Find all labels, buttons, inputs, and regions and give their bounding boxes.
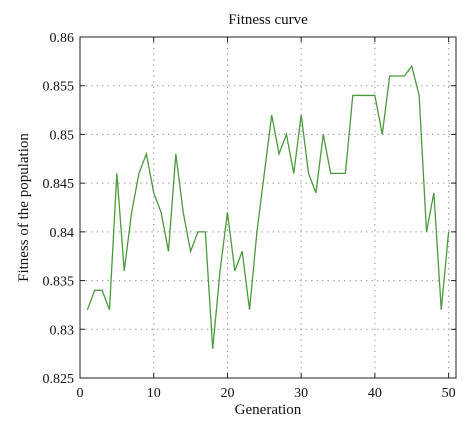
x-tick-label: 30: [294, 386, 308, 401]
y-tick-label: 0.855: [43, 80, 75, 95]
chart-title: Fitness curve: [228, 12, 308, 28]
y-axis-label: Fitness of the population: [16, 133, 32, 282]
x-tick-label: 10: [147, 386, 161, 401]
y-tick-label: 0.85: [50, 128, 75, 143]
x-tick-label: 20: [220, 386, 234, 401]
y-tick-label: 0.86: [50, 31, 75, 46]
y-tick-label: 0.83: [50, 323, 75, 338]
x-tick-label: 0: [77, 386, 84, 401]
axis-ticks: 0.825 0.83 0.835 0.84 0.845 0.85 0.855 0.86 0 10 2…: [43, 31, 456, 401]
x-tick-label: 40: [368, 386, 382, 401]
y-tick-label: 0.835: [43, 275, 75, 290]
y-tick-label: 0.845: [43, 177, 75, 192]
series-layer: [86, 64, 450, 349]
x-tick-label: 50: [442, 386, 456, 401]
fitness-series-line: [86, 64, 450, 349]
y-tick-label: 0.825: [43, 372, 75, 387]
grid-lines: [80, 37, 456, 378]
plot-frame: [79, 36, 457, 379]
y-tick-label: 0.84: [50, 226, 75, 241]
x-axis-label: Generation: [235, 402, 302, 418]
